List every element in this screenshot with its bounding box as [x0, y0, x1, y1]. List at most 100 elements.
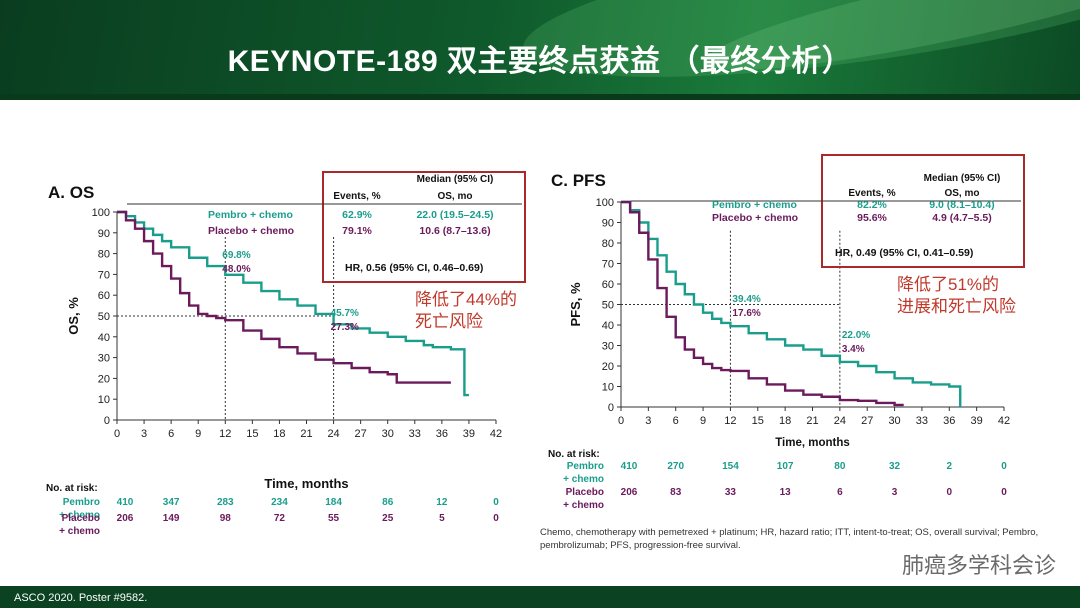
- pfs-median-placebo: 4.9 (4.7–5.5): [932, 212, 992, 224]
- os-panel-label: A. OS: [48, 183, 94, 202]
- os-x-tick-label: 15: [246, 428, 258, 440]
- pfs-events-pembro: 82.2%: [857, 199, 887, 211]
- pfs-at-risk-pembro: 80: [834, 461, 846, 472]
- os-annotation-placebo: 48.0%: [222, 264, 250, 275]
- pfs-series-pembro: [621, 200, 962, 407]
- os-y-tick-label: 50: [98, 311, 110, 323]
- pfs-at-risk-placebo: 0: [1001, 487, 1007, 498]
- os-at-risk-placebo: 5: [439, 513, 445, 524]
- os-y-axis-label: OS, %: [66, 297, 81, 335]
- pfs-series-placebo: [621, 200, 904, 407]
- pfs-at-risk-pembro: 0: [1001, 461, 1007, 472]
- os-summary-box: [322, 171, 526, 283]
- pfs-summary-box: [821, 154, 1025, 268]
- pfs-annotation-placebo: 3.4%: [842, 344, 865, 355]
- pfs-x-tick-label: 21: [806, 415, 818, 427]
- os-at-risk-pembro: 86: [382, 497, 394, 508]
- pfs-annotation-placebo: 17.6%: [732, 308, 760, 319]
- os-at-risk-placebo: 25: [382, 513, 394, 524]
- os-x-tick-label: 0: [114, 428, 120, 440]
- pfs-panel-label: C. PFS: [551, 171, 606, 190]
- pfs-at-risk-pembro: 154: [722, 461, 739, 472]
- os-x-tick-label: 12: [219, 428, 231, 440]
- os-annotation-placebo: 27.3%: [331, 322, 359, 333]
- os-at-risk-placebo: 206: [117, 513, 134, 524]
- os-at-risk-label-placebo: Placebo: [62, 513, 100, 524]
- os-x-tick-label: 30: [382, 428, 394, 440]
- footer-bar: [0, 586, 1080, 608]
- pfs-x-tick-label: 6: [673, 415, 679, 427]
- pfs-at-risk-title: No. at risk:: [548, 449, 600, 460]
- os-at-risk-pembro: 0: [493, 497, 499, 508]
- citation: ASCO 2020. Poster #9582.: [14, 592, 148, 604]
- os-events-placebo: 79.1%: [342, 225, 372, 237]
- os-at-risk-label-pembro: + chemo: [59, 510, 100, 521]
- pfs-y-tick-label: 30: [602, 341, 614, 353]
- pfs-at-risk-placebo: 13: [780, 487, 792, 498]
- pfs-at-risk-placebo: 83: [670, 487, 682, 498]
- os-x-tick-label: 9: [195, 428, 201, 440]
- os-callout-line: 降低了44%的: [415, 290, 517, 309]
- os-at-risk-label-pembro: Pembro: [63, 497, 100, 508]
- pfs-annotation-pembro: 39.4%: [732, 294, 760, 305]
- pfs-x-tick-label: 39: [971, 415, 983, 427]
- os-at-risk-placebo: 149: [163, 513, 180, 524]
- pfs-x-tick-label: 24: [834, 415, 846, 427]
- footnote: Chemo, chemotherapy with pemetrexed + pl…: [540, 527, 1039, 551]
- os-x-tick-label: 18: [273, 428, 285, 440]
- os-at-risk-placebo: 98: [220, 513, 232, 524]
- os-x-tick-label: 33: [409, 428, 421, 440]
- os-x-tick-label: 21: [300, 428, 312, 440]
- os-x-tick-label: 42: [490, 428, 502, 440]
- os-y-tick-label: 100: [92, 207, 110, 219]
- pfs-annotation-pembro: 22.0%: [842, 330, 870, 341]
- os-at-risk-label-placebo: + chemo: [59, 526, 100, 537]
- os-events-pembro: 62.9%: [342, 209, 372, 221]
- pfs-at-risk-label-placebo: + chemo: [563, 500, 604, 511]
- pfs-x-tick-label: 9: [700, 415, 706, 427]
- pfs-y-tick-label: 20: [602, 361, 614, 373]
- pfs-x-tick-label: 3: [645, 415, 651, 427]
- pfs-x-tick-label: 42: [998, 415, 1010, 427]
- pfs-median-pembro: 9.0 (8.1–10.4): [929, 199, 994, 211]
- pfs-hazard-ratio: HR, 0.49 (95% CI, 0.41–0.59): [835, 247, 973, 259]
- pfs-y-tick-label: 10: [602, 382, 614, 394]
- pfs-at-risk-label-pembro: + chemo: [563, 474, 604, 485]
- pfs-at-risk-label-placebo: Placebo: [566, 487, 604, 498]
- pfs-legend-placebo: Placebo + chemo: [712, 212, 798, 224]
- pfs-x-tick-label: 27: [861, 415, 873, 427]
- os-y-tick-label: 60: [98, 290, 110, 302]
- pfs-y-tick-label: 90: [602, 218, 614, 230]
- header-banner: [0, 0, 1080, 100]
- pfs-y-tick-label: 80: [602, 238, 614, 250]
- os-x-tick-label: 39: [463, 428, 475, 440]
- os-median-pembro: 22.0 (19.5–24.5): [416, 209, 493, 221]
- os-y-tick-label: 30: [98, 353, 110, 365]
- os-series-placebo: [117, 210, 451, 384]
- os-x-tick-label: 6: [168, 428, 174, 440]
- pfs-events-placebo: 95.6%: [857, 212, 887, 224]
- pfs-median-subheader: OS, mo: [944, 188, 979, 199]
- os-median-subheader: OS, mo: [437, 191, 472, 202]
- os-at-risk-placebo: 0: [493, 513, 499, 524]
- os-y-tick-label: 0: [104, 415, 110, 427]
- os-y-tick-label: 20: [98, 373, 110, 385]
- pfs-y-tick-label: 0: [608, 402, 614, 414]
- pfs-events-header: Events, %: [848, 188, 895, 199]
- os-annotation-pembro: 69.8%: [222, 250, 250, 261]
- pfs-at-risk-pembro: 270: [667, 461, 684, 472]
- os-at-risk-pembro: 347: [163, 497, 180, 508]
- os-at-risk-pembro: 283: [217, 497, 234, 508]
- pfs-y-tick-label: 40: [602, 320, 614, 332]
- pfs-x-tick-label: 0: [618, 415, 624, 427]
- os-callout-line: 死亡风险: [415, 312, 483, 331]
- pfs-at-risk-placebo: 206: [621, 487, 638, 498]
- os-x-tick-label: 36: [436, 428, 448, 440]
- pfs-y-tick-label: 70: [602, 259, 614, 271]
- pfs-callout-line: 降低了51%的: [897, 275, 999, 294]
- pfs-at-risk-placebo: 3: [892, 487, 898, 498]
- os-median-header: Median (95% CI): [417, 174, 494, 185]
- os-x-tick-label: 3: [141, 428, 147, 440]
- pfs-at-risk-pembro: 107: [777, 461, 794, 472]
